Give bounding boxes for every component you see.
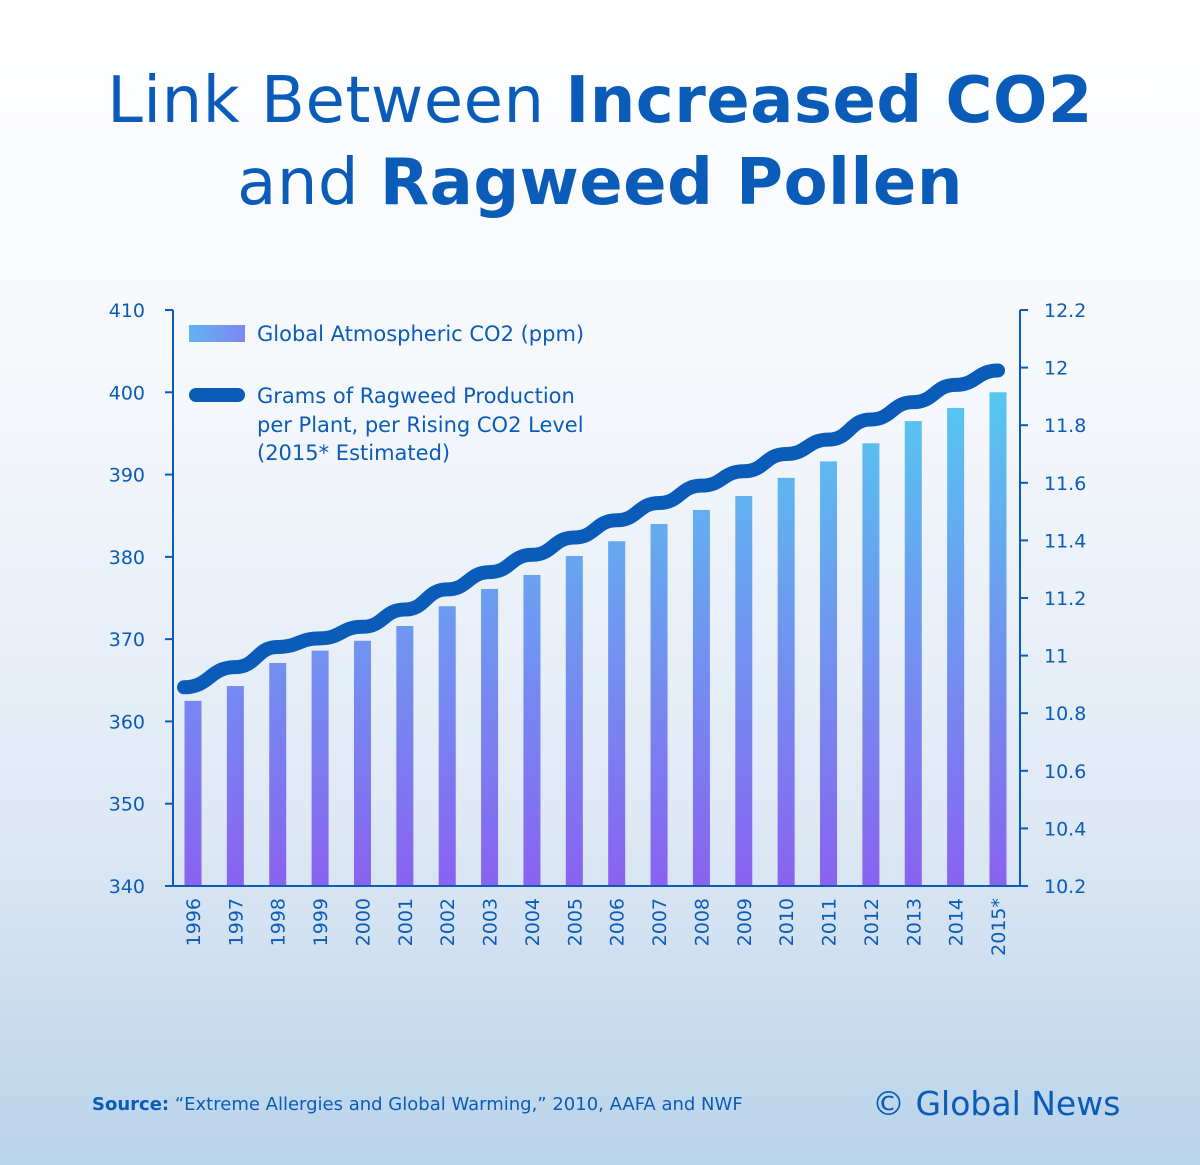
co2-bar — [226, 686, 244, 886]
left-tick-label: 380 — [109, 547, 145, 569]
title-text: and — [237, 146, 380, 220]
left-tick-label: 410 — [109, 300, 145, 322]
source-label: Source: — [92, 1094, 170, 1115]
right-tick-label: 11.4 — [1044, 530, 1086, 552]
x-tick-label: 2001 — [395, 898, 417, 946]
co2-bar — [862, 443, 880, 886]
co2-bar — [565, 556, 583, 886]
co2-bar — [269, 663, 287, 886]
right-tick-label: 11 — [1044, 646, 1068, 668]
x-tick-label: 2000 — [352, 898, 374, 946]
legend-label-co2: Global Atmospheric CO2 (ppm) — [257, 322, 584, 346]
co2-bar — [989, 392, 1007, 886]
co2-bar — [184, 700, 202, 886]
title-bold: Ragweed Pollen — [379, 146, 963, 220]
co2-bar — [735, 495, 753, 886]
x-tick-label: 1998 — [268, 898, 290, 946]
legend: Global Atmospheric CO2 (ppm) Grams of Ra… — [189, 322, 584, 465]
x-tick-label: 2004 — [522, 898, 544, 946]
co2-bar — [608, 541, 626, 886]
right-tick-label: 10.6 — [1044, 761, 1086, 783]
co2-bar — [481, 588, 499, 886]
x-tick-label: 2008 — [691, 898, 713, 946]
left-tick-label: 400 — [109, 382, 145, 404]
right-tick-label: 12 — [1044, 358, 1068, 380]
co2-bar — [947, 407, 965, 886]
legend-label-ragweed: per Plant, per Rising CO2 Level — [257, 413, 584, 437]
right-tick-label: 10.2 — [1044, 876, 1086, 898]
x-tick-label: 2007 — [649, 898, 671, 946]
left-tick-label: 390 — [109, 465, 145, 487]
chart-title: Link Between Increased CO2 and Ragweed P… — [0, 60, 1200, 224]
x-tick-label: 2010 — [776, 898, 798, 946]
x-tick-label: 2014 — [946, 898, 968, 946]
source-note: Source: “Extreme Allergies and Global Wa… — [92, 1094, 743, 1115]
right-tick-label: 11.6 — [1044, 473, 1086, 495]
x-tick-label: 1999 — [310, 898, 332, 946]
x-tick-label: 2006 — [607, 898, 629, 946]
x-tick-label: 1996 — [183, 898, 205, 946]
right-tick-label: 11.8 — [1044, 415, 1086, 437]
co2-bar — [523, 574, 541, 886]
legend-swatch-co2 — [189, 325, 245, 342]
left-tick-label: 360 — [109, 711, 145, 733]
right-tick-label: 10.4 — [1044, 818, 1086, 840]
legend-label-ragweed: (2015* Estimated) — [257, 441, 450, 465]
ragweed-line — [177, 363, 1005, 695]
x-tick-label: 2003 — [480, 898, 502, 946]
co2-bar — [777, 477, 795, 886]
co2-bar — [904, 421, 922, 886]
right-tick-label: 11.2 — [1044, 588, 1086, 610]
right-tick-label: 10.8 — [1044, 703, 1086, 725]
left-tick-label: 350 — [109, 794, 145, 816]
x-tick-label: 2002 — [437, 898, 459, 946]
x-tick-label: 2012 — [861, 898, 883, 946]
co2-bar — [650, 523, 668, 886]
brand-credit: © Global News — [872, 1084, 1121, 1123]
legend-label-ragweed: Grams of Ragweed Production — [257, 384, 575, 408]
title-bold: Increased CO2 — [565, 64, 1093, 138]
co2-bar — [353, 640, 371, 886]
co2-bar — [438, 606, 456, 886]
x-tick-label: 2009 — [734, 898, 756, 946]
co2-bar — [820, 461, 838, 886]
x-tick-label: 2013 — [903, 898, 925, 946]
co2-bar — [396, 625, 414, 886]
x-tick-label: 2015* — [988, 898, 1010, 956]
title-text: Link Between — [107, 64, 566, 138]
co2-bar — [311, 650, 329, 886]
source-text: “Extreme Allergies and Global Warming,” … — [169, 1094, 743, 1115]
left-tick-label: 370 — [109, 629, 145, 651]
x-tick-label: 2011 — [819, 898, 841, 946]
left-tick-label: 340 — [109, 876, 145, 898]
x-tick-label: 1997 — [225, 898, 247, 946]
right-tick-label: 12.2 — [1044, 300, 1086, 322]
co2-bar — [692, 509, 710, 886]
x-tick-label: 2005 — [564, 898, 586, 946]
